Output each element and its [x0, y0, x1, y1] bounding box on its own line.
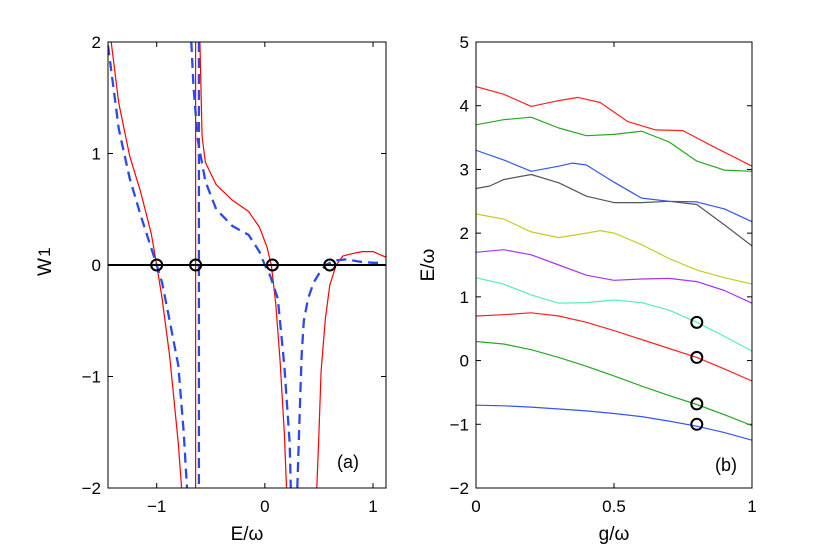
panel-b-xtick-label: 0: [471, 497, 480, 516]
panel-b-xtick-label: 0.5: [602, 497, 626, 516]
panel-b-ylabel: E/ω: [418, 248, 439, 281]
panel-a-ytick-label: 0: [92, 256, 101, 275]
panel-b-xlabel: g/ω: [599, 524, 630, 545]
panel-b-label: (b): [715, 455, 737, 475]
panel-a-ylabel-subscript: 1: [35, 247, 54, 256]
panel-a-marker: [150, 258, 164, 272]
panel-a-frame: [107, 41, 387, 489]
panel-b-markers: [690, 315, 704, 431]
panel-b-ytick-label: 2: [460, 224, 469, 243]
panel-b-series-level-6: [476, 213, 752, 285]
panel-a-xtick-label: 1: [368, 497, 377, 516]
panel-b-marker: [690, 397, 704, 411]
panel-b-frame: [475, 41, 753, 489]
panel-b-ytick-label: −1: [450, 415, 469, 434]
panel-a-series-dashed: [296, 258, 384, 488]
panel-b-series-level-8: [476, 149, 752, 223]
panel-a-xtick-label: 0: [260, 497, 269, 516]
panel-b-series-level-4: [476, 277, 752, 352]
panel-b-series-level-1: [476, 404, 752, 441]
panel-b-marker: [690, 417, 704, 431]
panel-b-marker: [690, 350, 704, 364]
panel-a-ytick-label: −2: [82, 479, 101, 498]
panel-a-xlabel: E/ω: [231, 524, 264, 545]
panel-a-series-solid: [199, 42, 288, 488]
panel-b-ytick-label: 1: [460, 288, 469, 307]
panel-b-series-level-2: [476, 340, 752, 427]
panel-b-ytick-label: 4: [460, 97, 469, 116]
panel-b-curves: [476, 86, 752, 441]
panel-b: 0 0.5 1 −2 −1 0 1 2 3 4 5 (b) g/ω E/ω: [418, 33, 757, 545]
panel-b-marker: [690, 315, 704, 329]
panel-a-marker: [189, 258, 203, 272]
panel-a: −1 0 1 −2 −1 0 1 2 (a) E/ω W 1: [35, 33, 387, 545]
panel-a-marker: [323, 258, 337, 272]
panel-b-series-level-7: [476, 173, 752, 247]
panel-a-xtick-label: −1: [147, 497, 166, 516]
panel-a-marker: [265, 258, 279, 272]
panel-b-ytick-label: 3: [460, 160, 469, 179]
panel-a-markers: [150, 258, 337, 272]
panel-b-ytick-label: −2: [450, 479, 469, 498]
panel-a-label: (a): [337, 452, 359, 472]
panel-a-ytick-label: 2: [92, 33, 101, 52]
panel-b-ytick-label: 0: [460, 352, 469, 371]
panel-a-curves: [108, 42, 386, 488]
panel-b-xtick-label: 1: [747, 497, 756, 516]
panel-a-tick-labels: −1 0 1 −2 −1 0 1 2: [82, 33, 378, 516]
panel-b-tick-labels: 0 0.5 1 −2 −1 0 1 2 3 4 5: [450, 33, 757, 516]
panel-b-series-level-9: [476, 116, 752, 172]
panel-a-ylabel: W: [35, 258, 56, 276]
panel-b-series-level-3: [476, 312, 752, 382]
panel-a-ytick-label: −1: [82, 368, 101, 387]
panel-b-series-level-5: [476, 249, 752, 304]
panel-b-series-level-10: [476, 86, 752, 167]
panel-a-series-solid: [110, 42, 183, 488]
panel-a-ytick-label: 1: [92, 145, 101, 164]
panel-b-ytick-label: 5: [460, 33, 469, 52]
